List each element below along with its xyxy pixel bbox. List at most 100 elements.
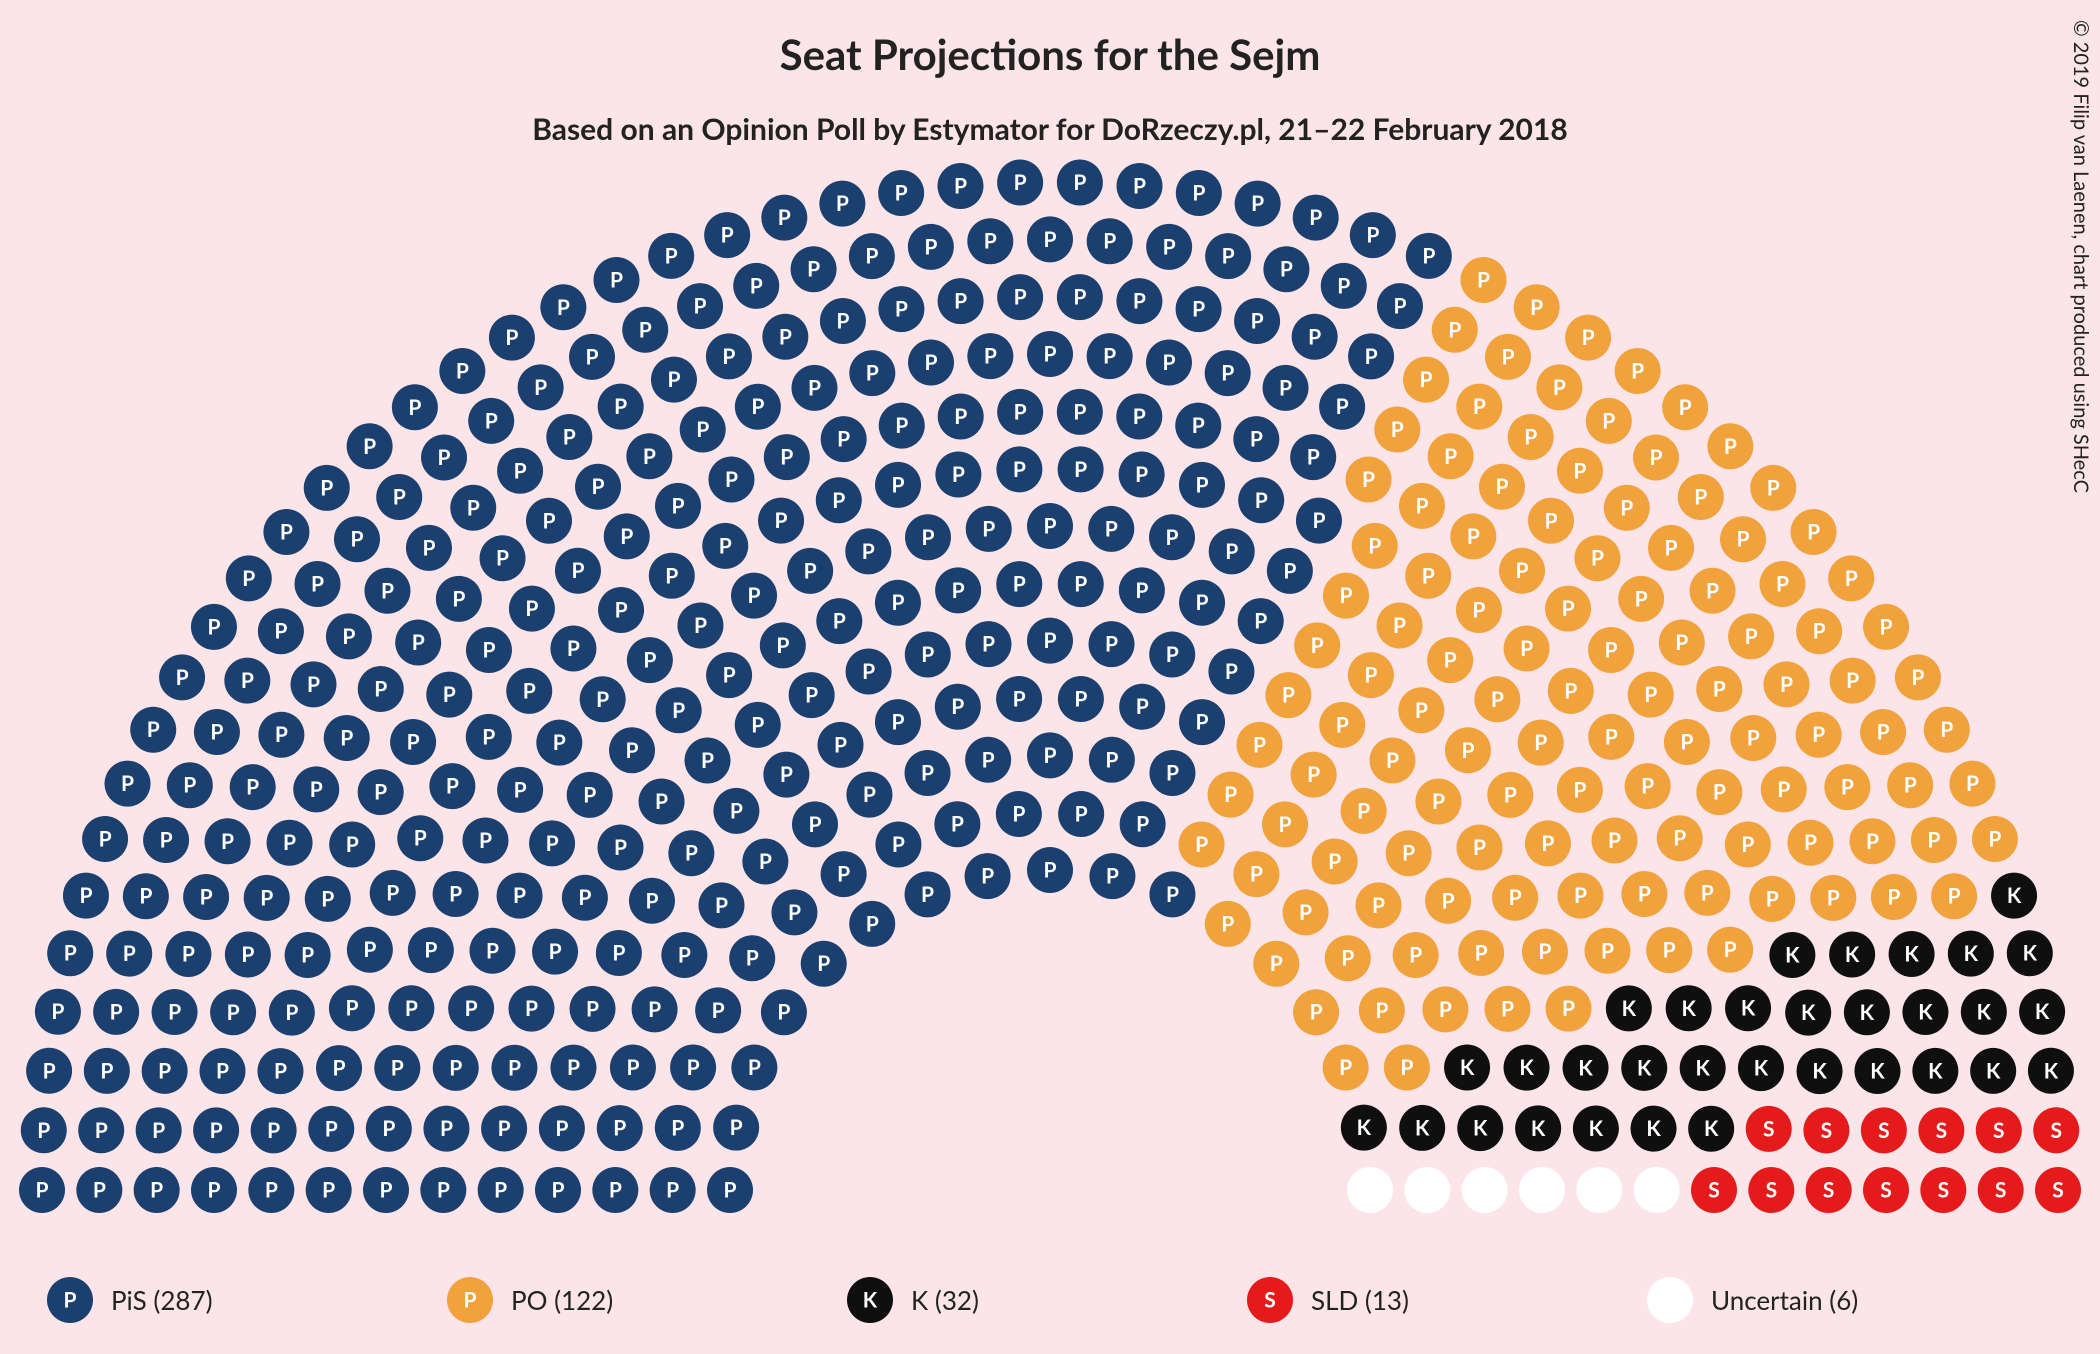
seat-letter: P: [1605, 724, 1618, 749]
seat-letter: P: [643, 648, 656, 673]
seat-pis: P: [324, 715, 370, 761]
seat-pis: P: [363, 1167, 409, 1213]
seat-letter: P: [1473, 394, 1486, 419]
seat-sld: S: [1746, 1106, 1792, 1152]
seat-pis: P: [801, 941, 847, 987]
seat-pis: P: [1146, 340, 1192, 386]
seat-letter: P: [614, 394, 627, 419]
seat-letter: P: [1767, 475, 1780, 500]
seat-pis: P: [905, 514, 951, 560]
seat-pis: P: [655, 483, 701, 529]
seat-uncertain: [1634, 1167, 1680, 1213]
seat-letter: P: [552, 1178, 565, 1203]
seat-letter: P: [1673, 826, 1686, 851]
seat-letter: P: [1393, 613, 1406, 638]
seat-letter: P: [340, 726, 353, 751]
seat-letter: P: [36, 1178, 49, 1203]
seat-letter: P: [567, 636, 580, 661]
seat-pis: P: [1175, 403, 1221, 449]
seat-po: P: [1323, 573, 1369, 619]
seat-letter: K: [1986, 1058, 2001, 1083]
seat-po: P: [1422, 986, 1468, 1032]
seat-pis: P: [934, 801, 980, 847]
seat-pis: P: [695, 987, 741, 1033]
seat-pis: P: [965, 853, 1011, 899]
seat-letter: P: [655, 789, 668, 814]
seat-letter: P: [485, 408, 498, 433]
seat-letter: P: [596, 687, 609, 712]
seat-pis: P: [1179, 699, 1225, 745]
seat-letter: P: [981, 864, 994, 889]
seat-pis: P: [937, 163, 983, 209]
seat-sld: S: [2033, 1107, 2079, 1153]
legend-dot-letter: P: [64, 1288, 77, 1313]
seat-letter: P: [1135, 578, 1148, 603]
seat-letter: P: [1504, 782, 1517, 807]
seat-letter: P: [534, 375, 547, 400]
seat-po: P: [1445, 727, 1491, 773]
seat-pis: P: [938, 393, 984, 439]
seat-po: P: [1625, 763, 1671, 809]
seat-letter: P: [1638, 882, 1651, 907]
seat-po: P: [1425, 878, 1471, 924]
seat-letter: P: [1012, 801, 1025, 826]
seat-letter: P: [424, 938, 437, 963]
seat-letter: P: [380, 1178, 393, 1203]
seat-letter: P: [952, 578, 965, 603]
seat-pis: P: [421, 435, 467, 481]
seat-pis: P: [1321, 263, 1367, 309]
seat-pis: P: [258, 712, 304, 758]
seat-letter: P: [1644, 682, 1657, 707]
seat-pis: P: [702, 523, 748, 569]
seat-letter: P: [1133, 404, 1146, 429]
seat-pis: P: [649, 553, 695, 599]
seat-letter: S: [1938, 1178, 1950, 1203]
seat-sld: S: [1918, 1107, 1964, 1153]
seat-letter: K: [1578, 1055, 1593, 1080]
seat-po: P: [1657, 815, 1703, 861]
seat-letter: P: [643, 444, 656, 469]
seat-pis: P: [821, 851, 867, 897]
seat-po: P: [1545, 586, 1591, 632]
seat-pis: P: [497, 448, 543, 494]
seat-po: P: [1283, 889, 1329, 935]
seat-letter: P: [1279, 812, 1292, 837]
seat-pis: P: [598, 587, 644, 633]
seat-po: P: [1262, 801, 1308, 847]
seat-letter: K: [1646, 1116, 1661, 1141]
seat-pis: P: [76, 1167, 122, 1213]
seat-pis: P: [569, 334, 615, 380]
seat-k: K: [1504, 1045, 1550, 1091]
seat-letter: P: [1013, 572, 1026, 597]
seat-pis: P: [845, 528, 891, 574]
seat-po: P: [1648, 525, 1694, 571]
seat-letter: K: [1519, 1055, 1534, 1080]
seat-pis: P: [395, 620, 441, 666]
seat-letter: P: [168, 1000, 181, 1025]
seat-pis: P: [326, 613, 372, 659]
seat-pis: P: [875, 821, 921, 867]
seat-pis: P: [966, 506, 1012, 552]
seat-letter: P: [479, 828, 492, 853]
seat-letter: P: [1044, 858, 1057, 883]
legend-dot-letter: P: [464, 1288, 477, 1313]
seat-letter: P: [1362, 467, 1375, 492]
seat-k: K: [1666, 985, 1712, 1031]
seat-pis: P: [935, 684, 981, 730]
seat-letter: P: [722, 344, 735, 369]
seat-k: K: [1948, 931, 1994, 977]
seat-letter: P: [216, 1059, 229, 1084]
seat-po: P: [1849, 818, 1895, 864]
seat-letter: P: [805, 683, 818, 708]
seat-letter: P: [1337, 273, 1350, 298]
seat-letter: P: [571, 558, 584, 583]
seat-letter: P: [514, 777, 527, 802]
seat-pis: P: [570, 986, 616, 1032]
seat-pis: P: [1377, 283, 1423, 329]
seat-pis: P: [1027, 331, 1073, 377]
seat-k: K: [1844, 989, 1890, 1035]
seat-pis: P: [193, 1107, 239, 1153]
seat-letter: P: [892, 472, 905, 497]
seat-pis: P: [481, 1105, 527, 1151]
seat-letter: P: [837, 427, 850, 452]
